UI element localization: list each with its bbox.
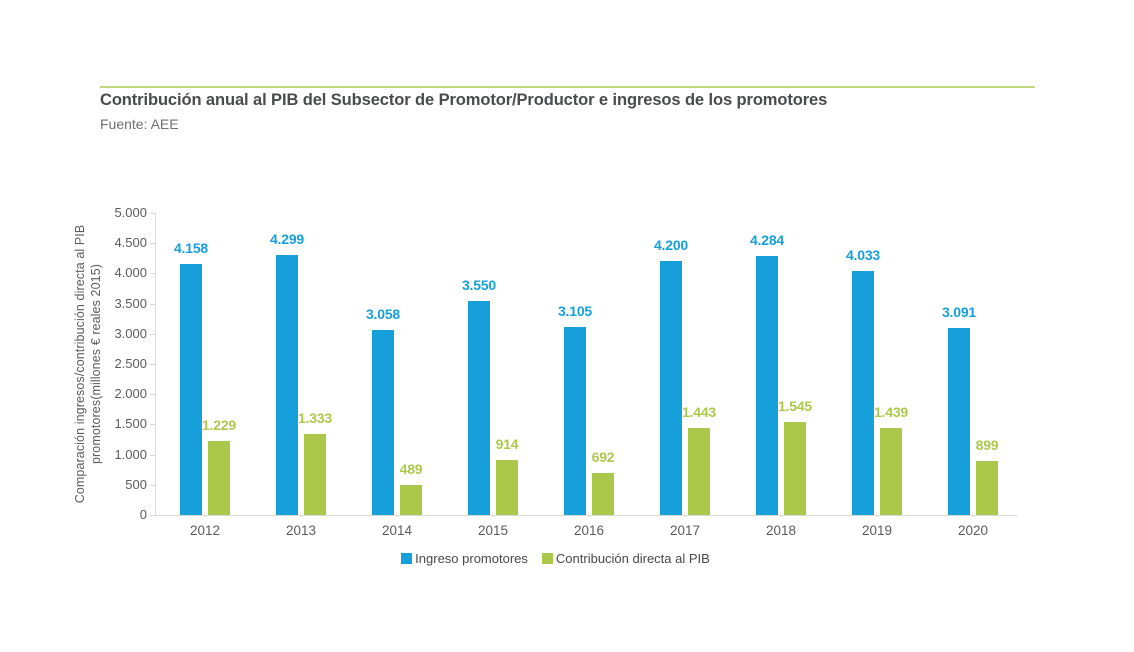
bar-value-label: 899: [975, 437, 999, 453]
x-tick-label: 2015: [477, 523, 509, 538]
x-tick-label: 2014: [381, 523, 413, 538]
y-tick-label: 4.500: [114, 235, 147, 250]
y-tick-label: 2.000: [114, 386, 147, 401]
y-tick-mark: [150, 243, 155, 244]
y-tick-label: 3.500: [114, 296, 147, 311]
y-tick-mark: [150, 394, 155, 395]
x-tick-label: 2012: [189, 523, 221, 538]
bar-contribucion-directa-al-pib-2012: [208, 441, 230, 515]
bar-value-label: 4.284: [749, 232, 785, 248]
x-tick-label: 2019: [861, 523, 893, 538]
legend-item-contribucion-directa-al-pib: Contribución directa al PIB: [541, 551, 710, 566]
y-tick-label: 500: [125, 477, 147, 492]
legend-item-ingreso-promotores: Ingreso promotores: [401, 551, 528, 566]
x-axis-line: [155, 515, 1017, 516]
y-tick-mark: [150, 364, 155, 365]
y-tick-mark: [150, 424, 155, 425]
bar-ingreso-promotores-2020: [948, 328, 970, 515]
y-tick-mark: [150, 213, 155, 214]
bar-ingreso-promotores-2014: [372, 330, 394, 515]
chart-source: Fuente: AEE: [100, 116, 179, 132]
chart-legend: Ingreso promotores Contribución directa a…: [0, 551, 1111, 566]
bar-value-label: 3.058: [365, 306, 401, 322]
bar-contribucion-directa-al-pib-2014: [400, 485, 422, 515]
y-axis-line: [155, 213, 156, 515]
chart-title: Contribución anual al PIB del Subsector …: [100, 91, 828, 109]
bar-value-label: 4.158: [173, 240, 209, 256]
bar-contribucion-directa-al-pib-2017: [688, 428, 710, 515]
bar-ingreso-promotores-2012: [180, 264, 202, 515]
bar-contribucion-directa-al-pib-2018: [784, 422, 806, 515]
bar-value-label: 692: [591, 449, 615, 465]
y-tick-label: 5.000: [114, 205, 147, 220]
y-tick-mark: [150, 334, 155, 335]
legend-label: Ingreso promotores: [415, 551, 528, 566]
bar-value-label: 4.033: [845, 247, 881, 263]
x-tick-label: 2013: [285, 523, 317, 538]
y-tick-mark: [150, 515, 155, 516]
bar-ingreso-promotores-2013: [276, 255, 298, 515]
y-tick-mark: [150, 455, 155, 456]
y-tick-mark: [150, 485, 155, 486]
bar-value-label: 1.439: [873, 404, 909, 420]
x-tick-label: 2016: [573, 523, 605, 538]
bar-ingreso-promotores-2019: [852, 271, 874, 515]
y-tick-label: 4.000: [114, 265, 147, 280]
bar-ingreso-promotores-2016: [564, 327, 586, 515]
x-tick-label: 2017: [669, 523, 701, 538]
legend-swatch: [401, 553, 413, 564]
bar-value-label: 1.443: [681, 404, 717, 420]
bar-value-label: 4.200: [653, 237, 689, 253]
legend-label: Contribución directa al PIB: [555, 551, 710, 566]
bar-value-label: 1.333: [297, 410, 333, 426]
y-tick-label: 0: [139, 507, 147, 522]
bar-value-label: 489: [399, 461, 423, 477]
x-tick-label: 2018: [765, 523, 797, 538]
y-tick-label: 2.500: [114, 356, 147, 371]
y-tick-mark: [150, 304, 155, 305]
bar-value-label: 4.299: [269, 231, 305, 247]
bar-ingreso-promotores-2015: [468, 301, 490, 515]
bar-contribucion-directa-al-pib-2016: [592, 473, 614, 515]
bar-value-label: 3.550: [461, 277, 497, 293]
x-tick-label: 2020: [957, 523, 989, 538]
y-tick-label: 1.500: [114, 416, 147, 431]
bar-value-label: 1.229: [201, 417, 237, 433]
bar-value-label: 3.091: [941, 304, 977, 320]
y-tick-label: 1.000: [114, 447, 147, 462]
bar-contribucion-directa-al-pib-2015: [496, 460, 518, 515]
title-rule: [100, 86, 1035, 88]
bar-value-label: 914: [495, 436, 519, 452]
y-tick-label: 3.000: [114, 326, 147, 341]
bar-contribucion-directa-al-pib-2019: [880, 428, 902, 515]
legend-swatch: [541, 553, 553, 564]
bar-contribucion-directa-al-pib-2013: [304, 434, 326, 515]
y-tick-mark: [150, 273, 155, 274]
bar-value-label: 1.545: [777, 398, 813, 414]
bar-value-label: 3.105: [557, 303, 593, 319]
bar-ingreso-promotores-2018: [756, 256, 778, 515]
bar-ingreso-promotores-2017: [660, 261, 682, 515]
bar-contribucion-directa-al-pib-2020: [976, 461, 998, 515]
